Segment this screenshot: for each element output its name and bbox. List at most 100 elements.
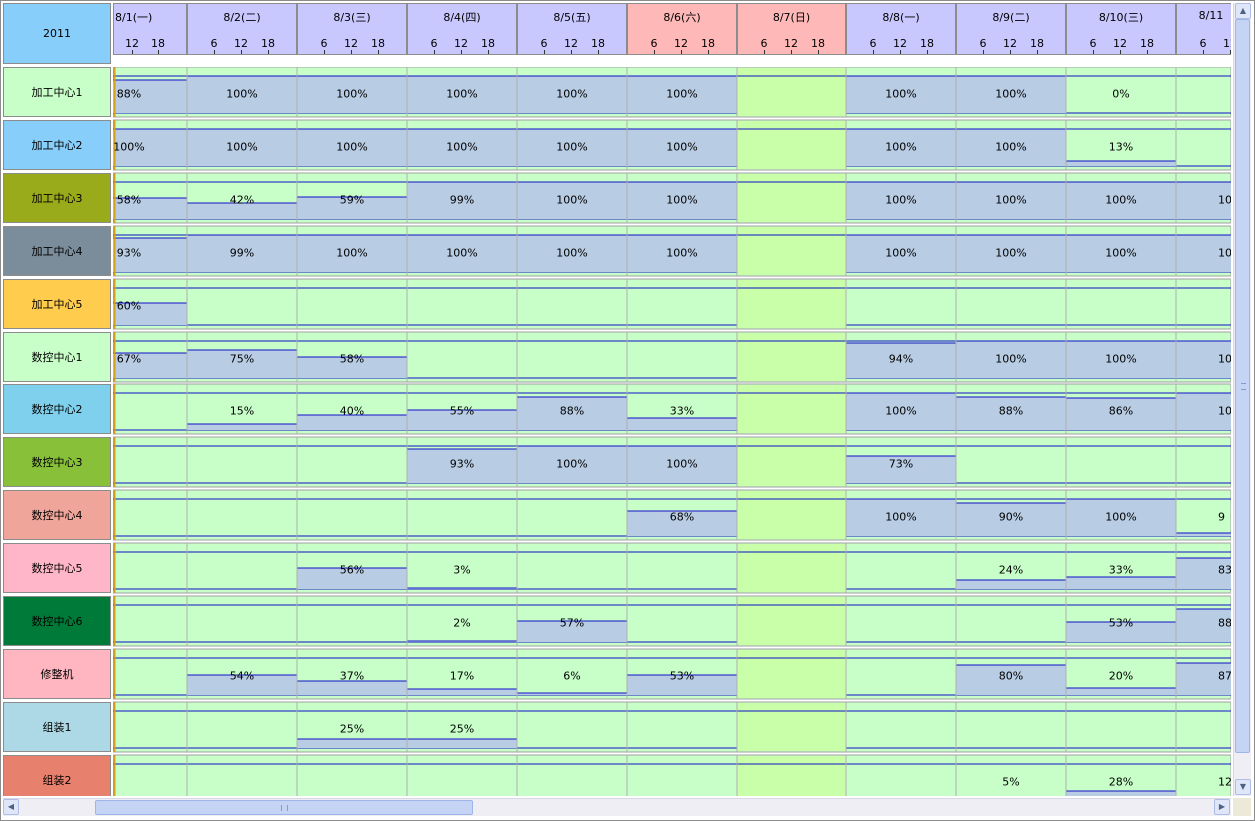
machine-label[interactable]: 数控中心2 (3, 384, 111, 434)
machine-label[interactable]: 数控中心5 (3, 543, 111, 593)
load-bar (187, 235, 297, 272)
machine-label[interactable]: 加工中心3 (3, 173, 111, 223)
machine-label[interactable]: 修整机 (3, 649, 111, 699)
hour-tick (214, 50, 215, 54)
scroll-up-arrow-icon[interactable]: ▲ (1235, 3, 1251, 19)
load-percentage: 100% (1105, 193, 1137, 207)
load-bar (517, 182, 627, 219)
hour-tick (873, 50, 874, 54)
hour-tick (1203, 50, 1204, 54)
load-percentage: 2% (453, 616, 471, 630)
hour-label: 18 (481, 37, 495, 50)
load-bar (113, 129, 187, 166)
hour-label: 12 (564, 37, 578, 50)
load-bar (846, 343, 956, 378)
load-percentage: 25% (339, 722, 365, 736)
hour-tick (378, 50, 379, 54)
machine-label[interactable]: 数控中心3 (3, 437, 111, 487)
load-percentage: 88% (998, 404, 1024, 418)
load-bar (407, 449, 517, 483)
load-percentage: 100% (995, 87, 1027, 101)
load-percentage: 88% (559, 404, 585, 418)
vertical-scroll-thumb[interactable] (1235, 19, 1250, 753)
load-bar (187, 129, 297, 166)
hour-tick (461, 50, 462, 54)
day-header: 8/1(一) 12 18 (113, 3, 187, 55)
load-percentage: 100% (1105, 352, 1137, 366)
load-percentage: 100% (995, 140, 1027, 154)
hour-label: 18 (920, 37, 934, 50)
hour-tick (818, 50, 819, 54)
load-grid[interactable]: 88% 100% 100% 100% 100% 100% 100% 100% 0% 100% 100… (113, 67, 1231, 796)
load-bar (846, 235, 956, 272)
load-percentage: 93% (116, 246, 142, 260)
load-bar (297, 357, 407, 378)
machine-name: 组装2 (42, 774, 72, 787)
holiday-cell (737, 68, 846, 116)
vertical-scrollbar[interactable]: ▲ ▼ (1233, 3, 1251, 796)
machine-name: 加工中心3 (31, 192, 83, 205)
load-bar (297, 739, 407, 748)
load-percentage: 99% (449, 193, 475, 207)
machine-label[interactable]: 数控中心6 (3, 596, 111, 646)
machine-label[interactable]: 数控中心1 (3, 332, 111, 382)
load-bar (297, 76, 407, 113)
load-bar (113, 353, 187, 378)
load-percentage: 100% (1105, 246, 1137, 260)
load-percentage: 100% (336, 246, 368, 260)
load-bar (517, 129, 627, 166)
load-percentage: 100% (666, 193, 698, 207)
load-grid-canvas (113, 67, 1231, 796)
load-percentage: 100% (995, 246, 1027, 260)
load-bar (846, 393, 956, 430)
load-bar (1066, 577, 1176, 589)
scroll-right-arrow-icon[interactable]: ▶ (1214, 799, 1230, 815)
holiday-cell (737, 174, 846, 222)
year-label: 2011 (43, 27, 71, 40)
load-bar (1066, 235, 1176, 272)
hour-tick (571, 50, 572, 54)
hour-tick (1010, 50, 1011, 54)
hour-tick (434, 50, 435, 54)
load-percentage: 28% (1108, 775, 1134, 789)
hour-label: 18 (811, 37, 825, 50)
load-bar (517, 235, 627, 272)
load-percentage: 100% (666, 457, 698, 471)
load-percentage: 100% (446, 246, 478, 260)
machine-label[interactable]: 加工中心4 (3, 226, 111, 276)
load-percentage: 100% (336, 87, 368, 101)
load-percentage: 90% (998, 510, 1024, 524)
load-bar (1176, 558, 1231, 589)
machine-label[interactable]: 加工中心1 (3, 67, 111, 117)
machine-label[interactable]: 组装1 (3, 702, 111, 752)
scroll-down-arrow-icon[interactable]: ▼ (1235, 779, 1251, 795)
machine-label[interactable]: 数控中心4 (3, 490, 111, 540)
load-percentage: 100% (336, 140, 368, 154)
load-percentage: 100% (1105, 510, 1137, 524)
load-percentage: 10 (1218, 404, 1231, 418)
load-percentage: 100% (885, 193, 917, 207)
hour-tick (268, 50, 269, 54)
load-percentage: 37% (339, 669, 365, 683)
machine-label[interactable]: 加工中心5 (3, 279, 111, 329)
row-background (113, 278, 1231, 330)
load-percentage: 60% (116, 299, 142, 313)
hour-tick (1037, 50, 1038, 54)
machine-name: 数控中心6 (31, 615, 83, 628)
load-bar (1176, 609, 1231, 642)
horizontal-scroll-thumb[interactable] (95, 800, 473, 815)
horizontal-scrollbar[interactable]: ◀ ▶ (3, 798, 1231, 816)
load-bar (1176, 533, 1231, 536)
load-bar (627, 235, 737, 272)
hour-tick (544, 50, 545, 54)
load-percentage: 56% (339, 563, 365, 577)
load-bar (517, 76, 627, 113)
holiday-cell (737, 756, 846, 796)
load-bar (1066, 499, 1176, 536)
load-bar (113, 303, 187, 325)
hour-tick (900, 50, 901, 54)
machine-label[interactable]: 加工中心2 (3, 120, 111, 170)
scroll-left-arrow-icon[interactable]: ◀ (3, 799, 19, 815)
hour-label: 6 (320, 37, 328, 50)
machine-label[interactable]: 组装2 (3, 755, 111, 796)
